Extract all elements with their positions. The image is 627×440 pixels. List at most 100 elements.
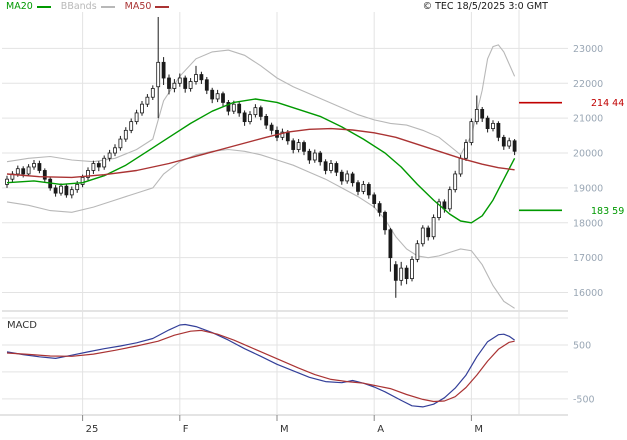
candle-body xyxy=(474,109,479,123)
candle-body xyxy=(350,173,355,184)
candle-body xyxy=(75,184,80,191)
candle-body xyxy=(177,77,182,84)
bb-upper-line xyxy=(6,44,516,163)
candle-body xyxy=(107,152,112,159)
candle-body xyxy=(140,103,144,114)
macd-tick-label: -500 xyxy=(573,394,595,405)
month-tick-label: A xyxy=(377,424,384,435)
candle-body xyxy=(145,96,150,105)
candle-body xyxy=(86,170,90,178)
candle-body xyxy=(167,77,171,89)
copyright-text: © TEC 18/5/2025 3:0 GMT xyxy=(422,1,548,12)
candle-body xyxy=(480,109,485,119)
candle-body xyxy=(80,177,85,185)
candle-body xyxy=(161,61,166,79)
candle-body xyxy=(339,171,344,182)
candle-body xyxy=(280,131,285,138)
candle-body xyxy=(129,121,134,131)
candle-body xyxy=(447,189,452,210)
candle-body xyxy=(69,189,74,196)
candle-body xyxy=(345,173,350,182)
candle-body xyxy=(123,129,128,140)
candle-body xyxy=(204,79,209,91)
candle-body xyxy=(102,157,107,168)
level-label: 183 59 xyxy=(591,206,624,217)
price-tick-label: 21000 xyxy=(573,114,603,125)
month-tick-label: M xyxy=(280,424,289,435)
month-tick-label: 25 xyxy=(86,424,99,435)
candle-body xyxy=(296,142,301,150)
candle-body xyxy=(210,89,215,100)
price-tick-label: 22000 xyxy=(573,79,603,90)
axis-labels: 23000 22000 21000 20000 19000 18000 17000 16000… xyxy=(86,44,604,435)
candle-body xyxy=(183,77,188,89)
candle-body xyxy=(485,117,490,130)
candle-body xyxy=(361,184,366,192)
candle-body xyxy=(410,259,414,280)
candle-body xyxy=(64,185,69,196)
candle-body xyxy=(188,81,193,89)
candle-body xyxy=(231,103,236,112)
candle-body xyxy=(323,161,328,171)
candle-body xyxy=(253,107,258,116)
candle-body xyxy=(285,131,290,142)
bbands-line-sample-icon xyxy=(100,6,115,8)
ma20-line-sample-icon xyxy=(36,6,51,8)
candle-body xyxy=(113,147,117,154)
candle-body xyxy=(426,227,431,238)
candle-body xyxy=(366,184,371,196)
candle-body xyxy=(469,121,474,143)
candle-body xyxy=(59,185,63,194)
bb-lower-line xyxy=(6,148,515,309)
candle-body xyxy=(420,227,425,245)
candle-body xyxy=(372,194,377,205)
candle-body xyxy=(415,243,420,260)
candle-body xyxy=(156,61,161,88)
candle-body xyxy=(258,107,263,117)
price-tick-label: 16000 xyxy=(573,288,603,299)
bollinger-bands xyxy=(6,44,516,309)
price-tick-label: 20000 xyxy=(573,149,603,160)
candle-body xyxy=(237,103,242,114)
macd-panel-label: MACD xyxy=(7,320,37,331)
month-tick-label: F xyxy=(183,424,189,435)
candle-body xyxy=(96,163,101,168)
legend-ma20-label: MA20 xyxy=(6,1,33,12)
candle-body xyxy=(21,168,26,175)
candle-body xyxy=(248,114,252,123)
candle-body xyxy=(242,112,247,123)
candle-body xyxy=(264,115,269,126)
candle-body xyxy=(5,178,9,185)
candle-body xyxy=(37,163,42,171)
candle-body xyxy=(194,74,198,82)
candle-body xyxy=(356,182,360,192)
ma50-line-sample-icon xyxy=(155,6,170,8)
candle-body xyxy=(226,102,231,112)
month-tick-label: M xyxy=(474,424,483,435)
candle-body xyxy=(458,157,463,175)
candle-body xyxy=(491,122,495,130)
macd-signal-line xyxy=(6,329,515,403)
candle-body xyxy=(118,138,123,149)
price-tick-label: 18000 xyxy=(573,218,603,229)
candle-body xyxy=(512,140,517,152)
candle-body xyxy=(334,163,339,173)
candle-body xyxy=(26,166,31,175)
price-tick-label: 23000 xyxy=(573,44,603,55)
candle-body xyxy=(307,150,312,161)
candle-body xyxy=(199,74,204,81)
macd-tick-label: 500 xyxy=(573,340,591,351)
candle-body xyxy=(453,173,458,191)
candle-body xyxy=(32,163,36,168)
candle-body xyxy=(134,112,139,123)
candle-body xyxy=(269,124,274,131)
candle-body xyxy=(318,152,323,163)
candle-body xyxy=(377,203,382,213)
candle-body xyxy=(399,267,404,281)
level-label: 214 44 xyxy=(591,98,624,109)
candle-body xyxy=(383,211,387,231)
legend-ma50-label: MA50 xyxy=(124,1,152,12)
candle-body xyxy=(437,201,441,218)
